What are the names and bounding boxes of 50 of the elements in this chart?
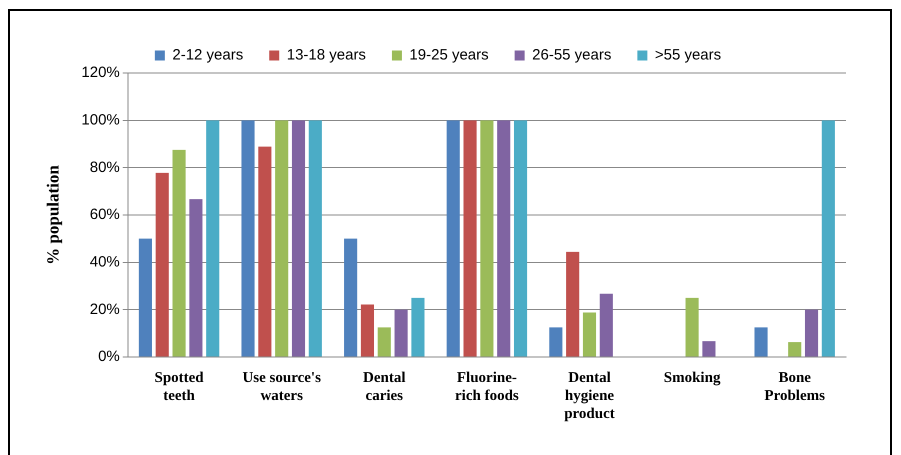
bar (292, 120, 306, 356)
bar (702, 341, 716, 356)
bar (480, 120, 494, 356)
bar (497, 120, 510, 356)
y-tick-label: 60% (90, 206, 120, 224)
bar (686, 298, 699, 356)
bar (241, 120, 255, 356)
bar (788, 342, 802, 356)
legend-label: 2-12 years (172, 46, 244, 64)
bar (754, 327, 768, 356)
bar (514, 120, 528, 356)
x-tick-label: Fluorine-rich foods (455, 370, 519, 404)
legend-label: >55 years (654, 46, 722, 64)
bar (411, 298, 424, 356)
y-tick-label: 20% (90, 300, 120, 318)
x-tick-label: Dental hygiene product (564, 370, 615, 422)
bar (258, 146, 272, 356)
bar (275, 120, 288, 356)
x-tick-label: Spotted teeth (154, 370, 204, 404)
x-tick-label: Dental caries (363, 370, 406, 404)
bar (378, 327, 391, 356)
x-tick-label: Use source's waters (242, 370, 322, 404)
bar (206, 120, 220, 356)
bar (446, 120, 460, 356)
y-tick-label: 80% (90, 158, 120, 176)
legend-label: 19-25 years (409, 46, 489, 64)
bar (360, 304, 374, 356)
bar (822, 120, 835, 356)
bar (156, 172, 169, 356)
bar (308, 120, 322, 356)
y-tick-label: 40% (90, 253, 120, 270)
bar (344, 238, 358, 356)
bar (394, 310, 408, 356)
x-tick-label: Smoking (664, 370, 721, 386)
bar (172, 150, 186, 356)
bar (463, 120, 477, 356)
y-tick-label: 0% (98, 348, 120, 366)
bar (600, 294, 613, 356)
bar (804, 310, 818, 356)
bar (189, 199, 202, 356)
bar (549, 327, 562, 356)
y-tick-label: 100% (81, 111, 120, 128)
y-tick-label: 120% (81, 64, 120, 82)
legend-label: 26-55 years (532, 46, 612, 64)
bar (582, 312, 596, 356)
bar (138, 238, 152, 356)
legend-label: 13-18 years (286, 46, 366, 64)
x-tick-label: Bone Problems (764, 370, 826, 404)
bar (566, 252, 580, 356)
y-axis-title: % population (44, 164, 63, 265)
